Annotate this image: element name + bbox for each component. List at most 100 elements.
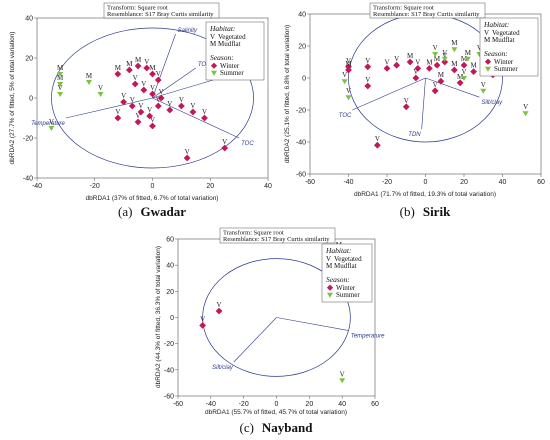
point-habitat-label: V: [202, 108, 207, 116]
vector-line: [152, 67, 196, 99]
panel-sirik: -60 -40 -20 0 20 40 60 -60 -40 -20 0 20 40 TOC TDN Silt…: [284, 2, 545, 220]
header-box-sirik: [369, 2, 486, 19]
panel-gwadar: -40-2002040-40-2002040SalinityTONSilt/cl…: [9, 2, 272, 219]
point-winter: [437, 77, 445, 85]
y-tick-label: 20: [25, 56, 33, 63]
legend-winter-marker: [326, 284, 334, 291]
legend-season-entry: Summer: [220, 69, 244, 77]
point-winter: [131, 80, 139, 88]
point-habitat-label: M: [461, 55, 468, 63]
vector-label: TON: [198, 62, 211, 68]
legend-habitat-title: Habitat:: [483, 20, 509, 29]
y-tick-label: 20: [298, 44, 306, 51]
point-habitat-label: V: [185, 148, 190, 156]
legend-habitat-symbol: M: [484, 36, 491, 44]
point-summer: [441, 56, 448, 62]
point-winter: [450, 66, 458, 74]
point-habitat-label: V: [415, 58, 420, 66]
legend-habitat-symbol: V: [484, 29, 489, 37]
point-habitat-label: V: [523, 103, 528, 111]
y-tick-label: -40: [23, 176, 33, 183]
legend-season-entry: Summer: [494, 65, 518, 73]
point-habitat-label: V: [138, 102, 143, 110]
point-summer: [85, 80, 92, 85]
point-habitat-label: V: [346, 87, 351, 95]
point-habitat-label: M: [451, 39, 458, 47]
point-habitat-label: V: [156, 96, 161, 104]
point-summer: [451, 47, 458, 53]
point-winter: [126, 66, 133, 74]
point-habitat-label: V: [404, 97, 409, 105]
legend-habitat-entry: Vegetated: [334, 255, 362, 263]
caption-name-sirik: Sirik: [423, 204, 451, 219]
y-tick-label: 40: [166, 263, 174, 270]
point-habitat-label: V: [413, 68, 418, 76]
legend-box: [205, 21, 265, 81]
caption-prefix-sirik: (b): [400, 204, 415, 219]
point-habitat-label: M: [149, 64, 156, 72]
point-winter: [345, 66, 352, 74]
xlabel-sirik: dbRDA1 (71.7% of fitted, 19.3% of total …: [354, 191, 496, 198]
point-winter: [149, 90, 156, 98]
y-tick-label: -40: [296, 140, 306, 147]
point-winter: [470, 68, 478, 75]
y-tick-label: 60: [166, 237, 174, 244]
point-habitat-label: M: [434, 55, 441, 63]
point-habitat-label: V: [141, 80, 146, 88]
point-winter: [364, 63, 372, 71]
point-habitat-label: M: [465, 49, 472, 57]
point-winter: [140, 86, 148, 94]
point-habitat-label: V: [200, 315, 205, 323]
point-habitat-label: M: [457, 73, 464, 81]
point-habitat-label: M: [115, 64, 122, 72]
y-tick-label: 0: [170, 315, 174, 322]
point-habitat-label: V: [433, 44, 438, 52]
legend-habitat-symbol: V: [210, 33, 215, 41]
vector-label: Temperature: [351, 334, 385, 340]
point-winter: [114, 114, 122, 122]
correlation-circle: [51, 27, 254, 169]
point-habitat-label: V: [190, 102, 195, 110]
x-tick-label: 20: [460, 179, 468, 186]
x-tick-label: 60: [537, 179, 545, 186]
point-habitat-label: V: [365, 57, 370, 65]
point-summer: [48, 126, 55, 131]
legend-habitat-symbol: V: [326, 255, 331, 263]
legend-habitat-symbol: M: [326, 262, 333, 270]
caption-sirik: (b) Sirik: [400, 203, 451, 220]
point-habitat-label: M: [135, 56, 142, 64]
point-winter: [154, 76, 162, 84]
x-tick-label: 0: [275, 401, 279, 408]
point-winter: [393, 61, 401, 69]
header-box-gwadar: [103, 2, 220, 19]
point-winter: [143, 64, 151, 72]
legend-season-title: Season:: [326, 275, 350, 284]
point-summer: [57, 82, 64, 87]
y-tick-label: 40: [25, 16, 33, 23]
y-tick-label: 0: [302, 76, 306, 83]
point-summer: [345, 95, 352, 101]
legend-season-entry: Winter: [494, 58, 514, 66]
vector-line: [65, 97, 153, 119]
legend-winter-marker: [210, 62, 218, 69]
vector-line: [421, 77, 426, 130]
x-tick-label: -20: [382, 179, 392, 186]
header-line-gwadar-1: Transform: Square root: [107, 5, 168, 12]
legend-season-entry: Winter: [336, 284, 356, 292]
point-habitat-label: V: [340, 370, 345, 378]
header-line-nayband-1: Transform: Square root: [223, 230, 284, 237]
point-winter: [157, 94, 165, 102]
legend-habitat-entry: Mudflat: [334, 262, 357, 270]
point-winter: [134, 118, 142, 126]
panel-nayband: -60 -40 -20 0 20 40 60 -60 -40 -20 0 20 40 60 Temperat…: [155, 227, 385, 435]
point-summer: [97, 92, 104, 97]
point-winter: [128, 102, 136, 110]
point-habitat-label: M: [451, 60, 458, 68]
vector-label: TOC: [241, 141, 254, 147]
legend-habitat-entry: Vegetated: [218, 33, 246, 41]
ylabel-gwadar: dbRDA2 (27.7% of fitted, 5% of total var…: [9, 32, 16, 165]
legend-habitat-symbol: M: [210, 40, 217, 48]
point-winter: [364, 82, 372, 90]
